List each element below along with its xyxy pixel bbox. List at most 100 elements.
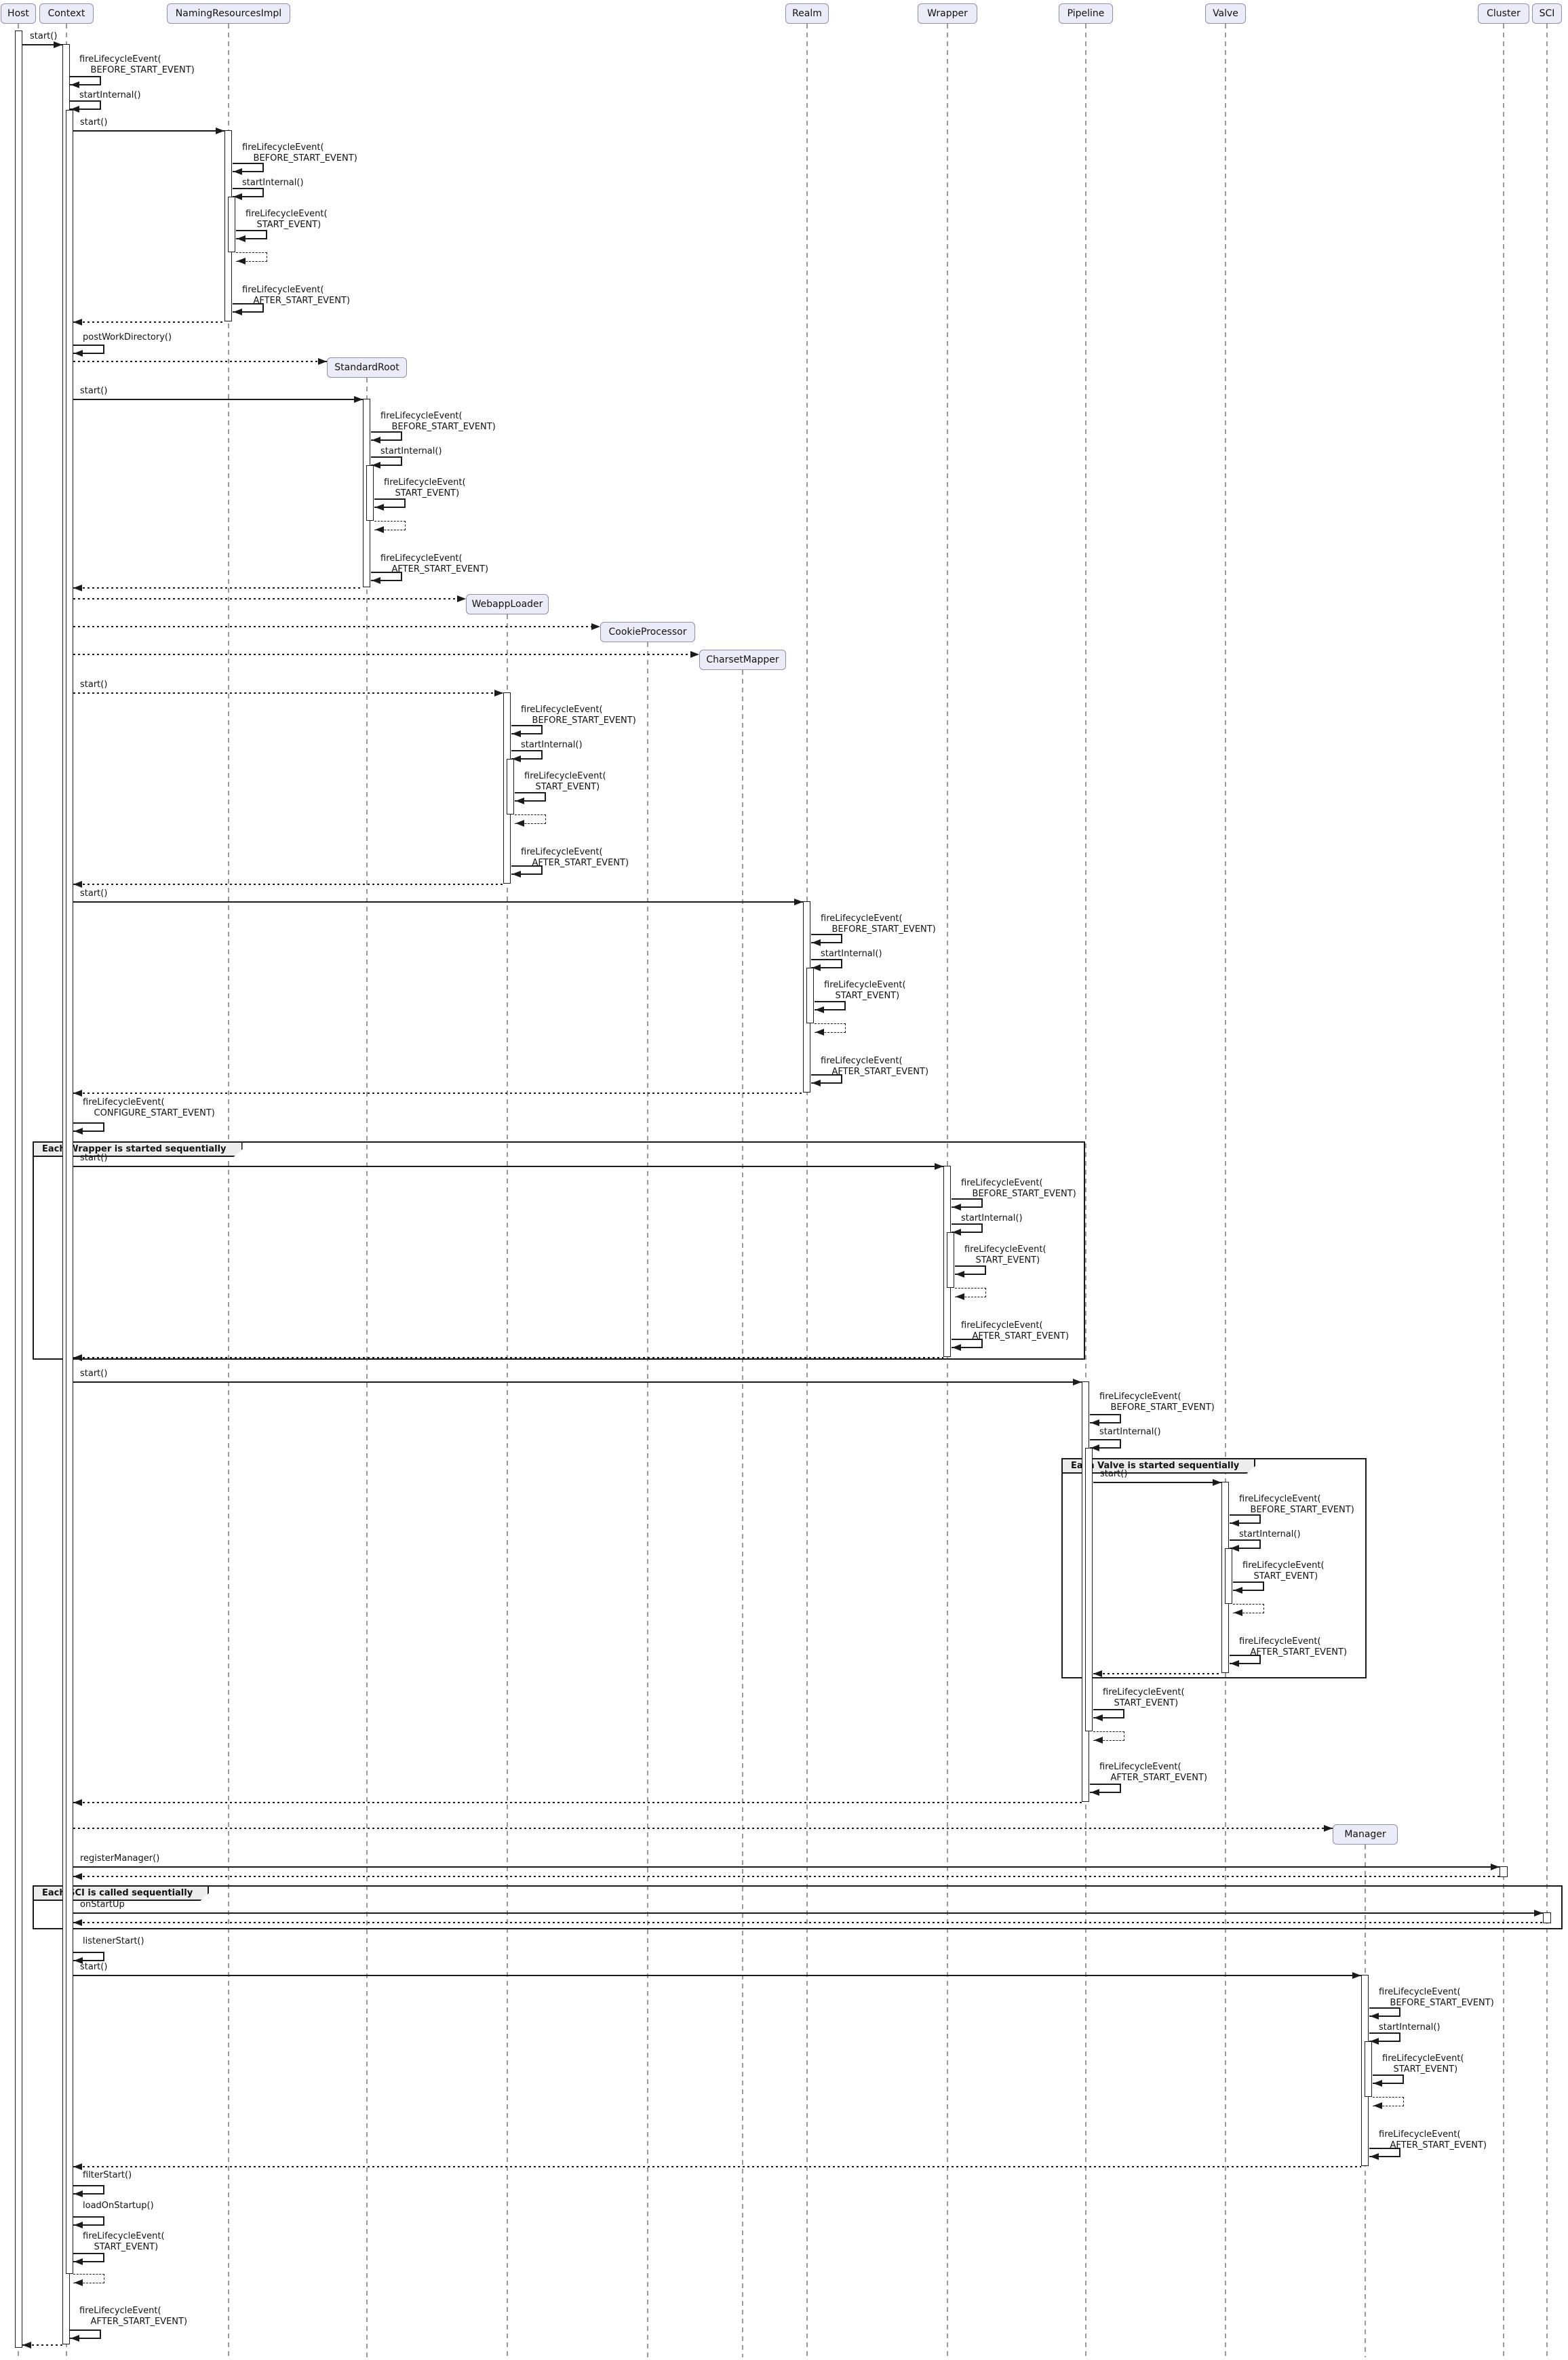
arrowhead [1091,1444,1099,1451]
arrowhead [74,2258,83,2265]
arrowhead [1213,1479,1221,1486]
lifeline-standardroot [366,378,368,2357]
arrowhead [457,595,466,602]
message-arrow-start [73,130,224,132]
arrowhead [815,1029,824,1036]
participant-context: Context [39,3,94,24]
self-call-hook [952,1198,983,1208]
participant-pipeline: Pipeline [1059,3,1113,24]
lifeline-sci [1546,24,1548,2357]
arrowhead [71,2335,79,2342]
arrowhead [354,396,363,403]
arrowhead [216,127,224,134]
return-arrow [73,1876,1500,1877]
self-return-hook [1093,1731,1124,1741]
create-or-call-arrow [73,1828,1333,1829]
self-call-hook [1230,1514,1261,1524]
message-arrow-start [73,901,803,903]
message-arrow-on_startup [73,1912,1543,1914]
create-or-call-arrow [73,654,699,655]
self-call-hook [70,2329,101,2339]
lifeline-webapploader [507,614,508,2357]
arrowhead [956,1293,964,1300]
message-label-start: start() [80,117,108,127]
arrowhead [237,235,246,242]
arrowhead [74,1128,83,1135]
self-call-label-before: fireLifecycleEvent( BEFORE_START_EVENT) [821,913,936,935]
self-call-hook [811,959,842,968]
arrowhead [372,437,380,444]
activation-bar-realm [806,968,814,1023]
arrowhead [1091,1789,1099,1796]
return-arrow [1093,1673,1221,1674]
self-call-label-before: fireLifecycleEvent( BEFORE_START_EVENT) [242,142,357,163]
self-call-label-start_evt: fireLifecycleEvent( START_EVENT) [1382,2053,1464,2074]
arrowhead [812,939,821,946]
self-call-hook [70,76,101,85]
arrowhead [73,1090,82,1097]
arrowhead [73,2163,82,2170]
arrowhead [1094,1737,1103,1744]
message-arrow-start [22,44,62,45]
self-call-label-before: fireLifecycleEvent( BEFORE_START_EVENT) [961,1178,1076,1199]
self-call-hook [371,431,402,441]
arrowhead [1230,1660,1239,1667]
arrowhead [815,1006,824,1013]
arrowhead [1230,1545,1239,1552]
self-call-label-start_internal: startInternal() [380,446,442,456]
self-call-hook [73,345,104,354]
lifeline-cookieprocessor [647,642,648,2357]
self-call-label-start_evt: fireLifecycleEvent( START_EVENT) [524,771,606,792]
self-call-hook [1230,1655,1261,1664]
self-call-label-post_work_directory: postWorkDirectory() [83,332,172,342]
arrowhead [1370,2038,1379,2045]
arrowhead [690,651,699,658]
message-label-start: start() [1100,1469,1128,1479]
self-call-label-load_on_startup: loadOnStartup() [83,2201,154,2211]
self-call-label-start_internal: startInternal() [1239,1529,1301,1539]
message-arrow-start [1093,1482,1221,1483]
participant-valve: Valve [1205,3,1246,24]
participant-label-context: Context [47,8,85,19]
arrowhead [1324,1825,1333,1832]
arrowhead [812,964,821,971]
self-call-label-after: fireLifecycleEvent( AFTER_START_EVENT) [521,847,629,868]
return-arrow [73,2166,1361,2167]
participant-cluster: Cluster [1478,3,1529,24]
message-label-register_manager: registerManager() [80,1853,160,1864]
participant-label-pipeline: Pipeline [1067,8,1105,19]
arrowhead [494,690,503,696]
participant-label-wrapper: Wrapper [927,8,968,19]
activation-bar-namingresourcesimpl [228,197,235,252]
self-call-hook [1373,2074,1404,2084]
arrowhead [956,1271,964,1278]
arrowhead [512,730,521,737]
self-call-hook [955,1265,986,1275]
self-call-label-start_evt: fireLifecycleEvent( START_EVENT) [1103,1687,1185,1708]
self-call-hook [73,2253,104,2262]
self-call-label-start_evt: fireLifecycleEvent( START_EVENT) [1242,1560,1325,1581]
frame-wrapper_frame_title [33,1141,1085,1360]
arrowhead [935,1163,943,1170]
self-return-hook [73,2274,104,2283]
message-arrow-start [73,399,363,400]
self-call-label-after: fireLifecycleEvent( AFTER_START_EVENT) [380,553,489,574]
self-call-hook [952,1223,983,1233]
arrowhead [372,577,380,584]
frame-sci_frame_title [33,1885,1563,1929]
self-call-hook [1230,1539,1261,1549]
self-call-hook [511,725,543,734]
participant-label-charsetmapper: CharsetMapper [706,654,779,665]
self-call-label-after: fireLifecycleEvent( AFTER_START_EVENT) [821,1056,929,1077]
self-call-hook [233,163,264,172]
arrowhead [1234,1609,1242,1616]
message-label-start: start() [80,386,108,396]
arrowhead [73,1799,82,1806]
self-call-hook [1093,1709,1124,1718]
arrowhead [22,2342,31,2348]
arrowhead [1230,1520,1239,1527]
arrowhead [1370,2013,1379,2020]
participant-standardroot: StandardRoot [327,357,407,378]
activation-bar-host [15,31,22,2348]
self-call-label-before: fireLifecycleEvent( BEFORE_START_EVENT) [79,54,195,75]
